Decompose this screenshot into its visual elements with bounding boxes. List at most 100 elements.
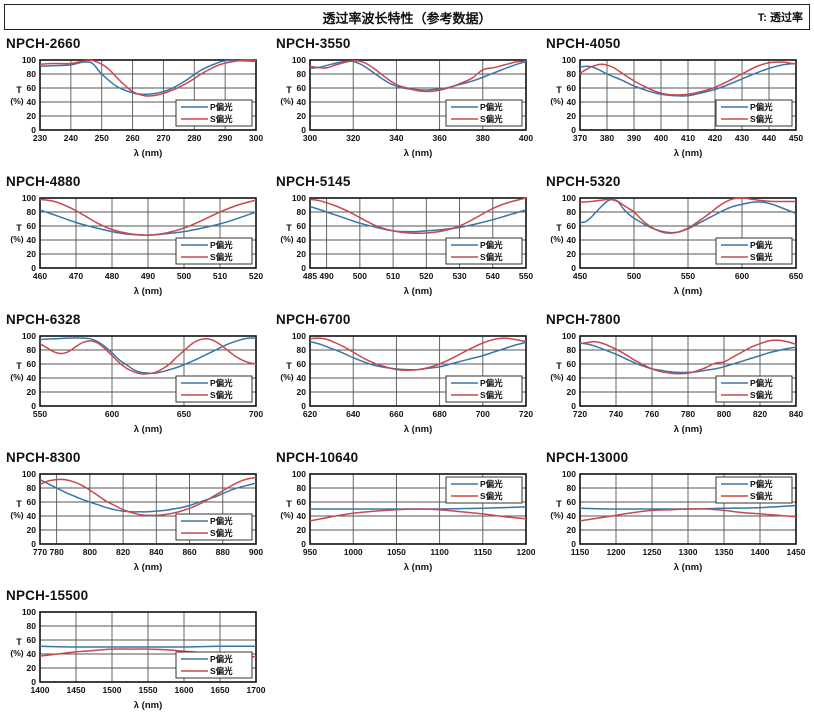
svg-text:760: 760: [645, 409, 659, 419]
svg-text:600: 600: [105, 409, 119, 419]
svg-text:80: 80: [27, 69, 37, 79]
legend: P偏光 S偏光: [445, 375, 523, 403]
svg-text:900: 900: [249, 547, 263, 557]
chart-plot: 0 20 40 60 80 100 450 500 550 600 650 T(%) λ (nm) P偏光…: [550, 193, 803, 297]
svg-text:1050: 1050: [387, 547, 406, 557]
svg-text:650: 650: [789, 271, 803, 281]
legend-label-p: P偏光: [210, 102, 233, 112]
svg-text:40: 40: [297, 97, 307, 107]
chart-title: NPCH-7800: [546, 312, 621, 327]
svg-text:360: 360: [433, 133, 447, 143]
svg-text:240: 240: [64, 133, 78, 143]
chart-plot: 0 20 40 60 80 100 1400 1450 1500 1550 1600 1650 1700…: [10, 607, 265, 711]
svg-text:0: 0: [31, 401, 36, 411]
svg-text:1550: 1550: [139, 685, 158, 695]
series-S偏光: [39, 338, 257, 375]
legend-label-p: P偏光: [210, 516, 233, 526]
svg-text:1000: 1000: [344, 547, 363, 557]
svg-text:250: 250: [95, 133, 109, 143]
chart-title: NPCH-6700: [276, 312, 351, 327]
svg-text:100: 100: [22, 55, 36, 65]
svg-text:500: 500: [353, 271, 367, 281]
chart-plot: 0 20 40 60 80 100 720 740 760 780 800 820 840 T(%) λ (…: [550, 331, 803, 435]
svg-text:T: T: [286, 223, 292, 233]
svg-text:T: T: [16, 637, 22, 647]
svg-text:(%): (%): [10, 96, 23, 106]
svg-text:740: 740: [609, 409, 623, 419]
legend: P偏光 S偏光: [715, 237, 793, 265]
svg-text:20: 20: [567, 525, 577, 535]
svg-text:80: 80: [27, 207, 37, 217]
chart-NPCH-15500: NPCH-15500 0 20 40 60 80 100 1400 1450 1500 1550 16…: [4, 588, 274, 726]
svg-text:T: T: [556, 361, 562, 371]
svg-text:390: 390: [627, 133, 641, 143]
svg-text:(%): (%): [280, 372, 293, 382]
svg-text:0: 0: [571, 263, 576, 273]
svg-text:510: 510: [386, 271, 400, 281]
page-title: 透过率波长特性（参考数据）: [322, 10, 492, 26]
legend-label-s: S偏光: [480, 491, 503, 501]
svg-text:(%): (%): [10, 234, 23, 244]
svg-text:0: 0: [301, 125, 306, 135]
svg-text:(%): (%): [550, 234, 563, 244]
svg-text:440: 440: [762, 133, 776, 143]
svg-text:T: T: [286, 499, 292, 509]
svg-text:60: 60: [27, 635, 37, 645]
svg-text:60: 60: [297, 83, 307, 93]
svg-text:500: 500: [177, 271, 191, 281]
chart-title: NPCH-4050: [546, 36, 621, 51]
svg-text:1200: 1200: [517, 547, 536, 557]
svg-text:λ (nm): λ (nm): [134, 286, 163, 297]
svg-text:λ (nm): λ (nm): [134, 700, 163, 711]
series-S偏光: [579, 197, 796, 234]
svg-text:550: 550: [681, 271, 695, 281]
svg-text:60: 60: [567, 83, 577, 93]
legend-label-s: S偏光: [750, 252, 773, 262]
legend-label-s: S偏光: [210, 252, 233, 262]
chart-title: NPCH-2660: [6, 36, 81, 51]
chart-NPCH-4880: NPCH-4880 0 20 40 60 80 100 460 470 480 490 500 510 5…: [4, 174, 274, 312]
svg-text:λ (nm): λ (nm): [674, 286, 703, 297]
svg-text:80: 80: [297, 345, 307, 355]
series-P偏光: [309, 205, 527, 233]
legend-label-p: P偏光: [480, 240, 503, 250]
svg-text:40: 40: [297, 511, 307, 521]
svg-text:460: 460: [33, 271, 47, 281]
svg-text:80: 80: [297, 207, 307, 217]
chart-NPCH-5320: NPCH-5320 0 20 40 60 80 100 450 500 550 600 650 T (%)…: [544, 174, 814, 312]
svg-text:20: 20: [27, 525, 37, 535]
svg-text:280: 280: [187, 133, 201, 143]
svg-text:100: 100: [22, 607, 36, 617]
legend-label-s: S偏光: [210, 390, 233, 400]
svg-text:490: 490: [320, 271, 334, 281]
svg-text:100: 100: [22, 193, 36, 203]
series-S偏光: [579, 508, 797, 522]
legend: P偏光 S偏光: [715, 476, 793, 504]
legend-label-p: P偏光: [210, 378, 233, 388]
svg-text:260: 260: [125, 133, 139, 143]
series-S偏光: [39, 198, 257, 236]
legend-label-p: P偏光: [210, 654, 233, 664]
svg-text:480: 480: [105, 271, 119, 281]
svg-text:1650: 1650: [211, 685, 230, 695]
svg-text:700: 700: [249, 409, 263, 419]
svg-text:800: 800: [717, 409, 731, 419]
svg-text:40: 40: [567, 97, 577, 107]
chart-NPCH-6700: NPCH-6700 0 20 40 60 80 100 620 640 660 680 700 720 T…: [274, 312, 544, 450]
svg-text:0: 0: [31, 263, 36, 273]
legend: P偏光 S偏光: [175, 513, 253, 541]
svg-text:340: 340: [389, 133, 403, 143]
svg-text:20: 20: [567, 111, 577, 121]
svg-text:80: 80: [27, 621, 37, 631]
svg-text:100: 100: [562, 469, 576, 479]
svg-text:20: 20: [297, 525, 307, 535]
svg-text:λ (nm): λ (nm): [404, 424, 433, 435]
svg-text:80: 80: [567, 207, 577, 217]
svg-text:60: 60: [297, 359, 307, 369]
series-P偏光: [39, 645, 257, 648]
svg-text:60: 60: [27, 359, 37, 369]
svg-text:λ (nm): λ (nm): [674, 424, 703, 435]
legend-label-p: P偏光: [750, 102, 773, 112]
legend-label-p: P偏光: [480, 378, 503, 388]
series-S偏光: [309, 508, 527, 522]
